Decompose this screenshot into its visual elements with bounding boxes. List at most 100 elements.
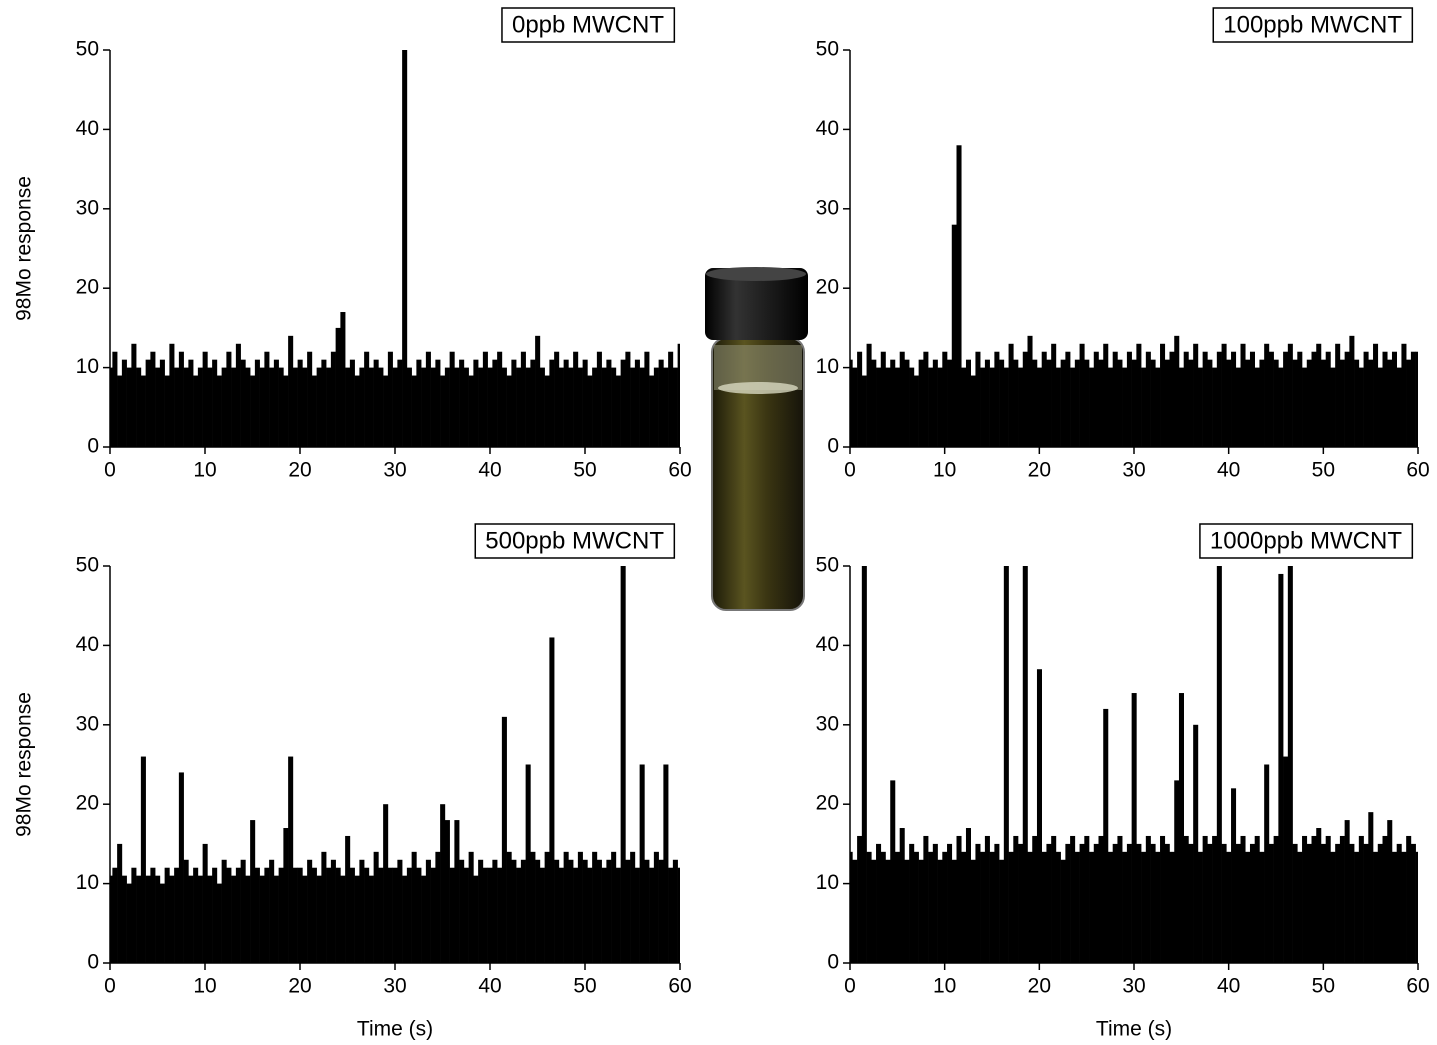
x-tick-label: 30 xyxy=(383,459,406,482)
bar xyxy=(326,867,332,963)
bars xyxy=(850,145,1418,447)
bar xyxy=(383,804,389,963)
bar xyxy=(468,851,474,963)
bar xyxy=(1065,843,1071,963)
bar xyxy=(1155,367,1161,447)
bar xyxy=(1264,764,1270,963)
bar xyxy=(539,367,545,447)
bar xyxy=(254,359,260,447)
bar xyxy=(866,851,872,963)
bar xyxy=(330,351,336,447)
bar xyxy=(999,359,1005,447)
bar xyxy=(961,851,967,963)
bar xyxy=(221,859,227,963)
bar xyxy=(1273,835,1279,963)
bar xyxy=(1051,835,1057,963)
bar xyxy=(1231,788,1237,963)
bar xyxy=(984,835,990,963)
bar xyxy=(890,780,896,963)
bar xyxy=(216,883,222,963)
bar xyxy=(1103,708,1109,963)
panel: 0 10 20 30 40 50 0 10 20 30 40 50 60 100ppb MWCNT xyxy=(816,7,1430,482)
bar xyxy=(316,367,322,447)
bar xyxy=(852,859,858,963)
bar xyxy=(1226,851,1232,963)
bar xyxy=(1117,835,1123,963)
bar xyxy=(330,859,336,963)
bar xyxy=(1046,843,1052,963)
bar xyxy=(216,375,222,447)
bar xyxy=(1150,359,1156,447)
bar xyxy=(425,351,431,447)
bar xyxy=(340,875,346,963)
y-tick-label: 30 xyxy=(76,712,99,735)
bar xyxy=(611,367,617,447)
x-tick-label: 20 xyxy=(1028,459,1051,482)
x-tick-label: 20 xyxy=(1028,975,1051,998)
bar xyxy=(1245,359,1251,447)
y-tick-label: 30 xyxy=(816,712,839,735)
bar xyxy=(947,843,953,963)
bar xyxy=(928,851,934,963)
bar xyxy=(440,804,446,963)
bar xyxy=(611,851,617,963)
bar xyxy=(568,367,574,447)
bar xyxy=(136,875,142,963)
bar xyxy=(1344,351,1350,447)
bar xyxy=(663,367,669,447)
bar xyxy=(913,851,919,963)
bar xyxy=(1131,693,1137,963)
bar xyxy=(202,351,208,447)
bar xyxy=(193,867,199,963)
bar xyxy=(1174,780,1180,963)
bar xyxy=(440,375,446,447)
y-tick-label: 50 xyxy=(76,554,99,577)
bar xyxy=(909,843,915,963)
bar xyxy=(188,875,194,963)
bar xyxy=(913,375,919,447)
bar xyxy=(1335,343,1341,447)
x-tick-label: 10 xyxy=(193,975,216,998)
bar xyxy=(288,756,294,963)
bar xyxy=(1032,835,1038,963)
bar xyxy=(397,359,403,447)
bar xyxy=(340,312,346,447)
bar xyxy=(606,359,612,447)
x-tick-label: 50 xyxy=(1312,459,1335,482)
x-tick-label: 10 xyxy=(193,459,216,482)
chart-title: 0ppb MWCNT xyxy=(512,11,664,38)
bar xyxy=(577,851,583,963)
bar xyxy=(444,367,450,447)
bar xyxy=(473,875,479,963)
bar xyxy=(283,375,289,447)
bar xyxy=(416,359,422,447)
y-tick-label: 0 xyxy=(827,951,839,974)
bar xyxy=(1273,359,1279,447)
bar xyxy=(1150,843,1156,963)
y-tick-label: 50 xyxy=(816,554,839,577)
bar xyxy=(1221,343,1227,447)
y-tick-label: 10 xyxy=(76,871,99,894)
bar xyxy=(463,867,469,963)
bar xyxy=(677,343,680,447)
bar xyxy=(368,367,374,447)
bar xyxy=(1320,359,1326,447)
x-tick-label: 20 xyxy=(288,975,311,998)
bar xyxy=(1311,835,1317,963)
bar xyxy=(1216,351,1222,447)
panel: 0 10 20 30 40 50 0 10 20 30 40 50 60 98Mo response Tim… xyxy=(13,523,692,1041)
bar xyxy=(1363,351,1369,447)
bar xyxy=(942,851,948,963)
bar xyxy=(634,867,640,963)
bar xyxy=(596,351,602,447)
bar xyxy=(596,859,602,963)
bar xyxy=(592,851,598,963)
bar xyxy=(1377,843,1383,963)
bar xyxy=(942,351,948,447)
bar xyxy=(278,367,284,447)
bar xyxy=(316,875,322,963)
bar xyxy=(1074,359,1080,447)
x-tick-label: 40 xyxy=(478,975,501,998)
bar xyxy=(212,867,218,963)
bar xyxy=(326,367,332,447)
